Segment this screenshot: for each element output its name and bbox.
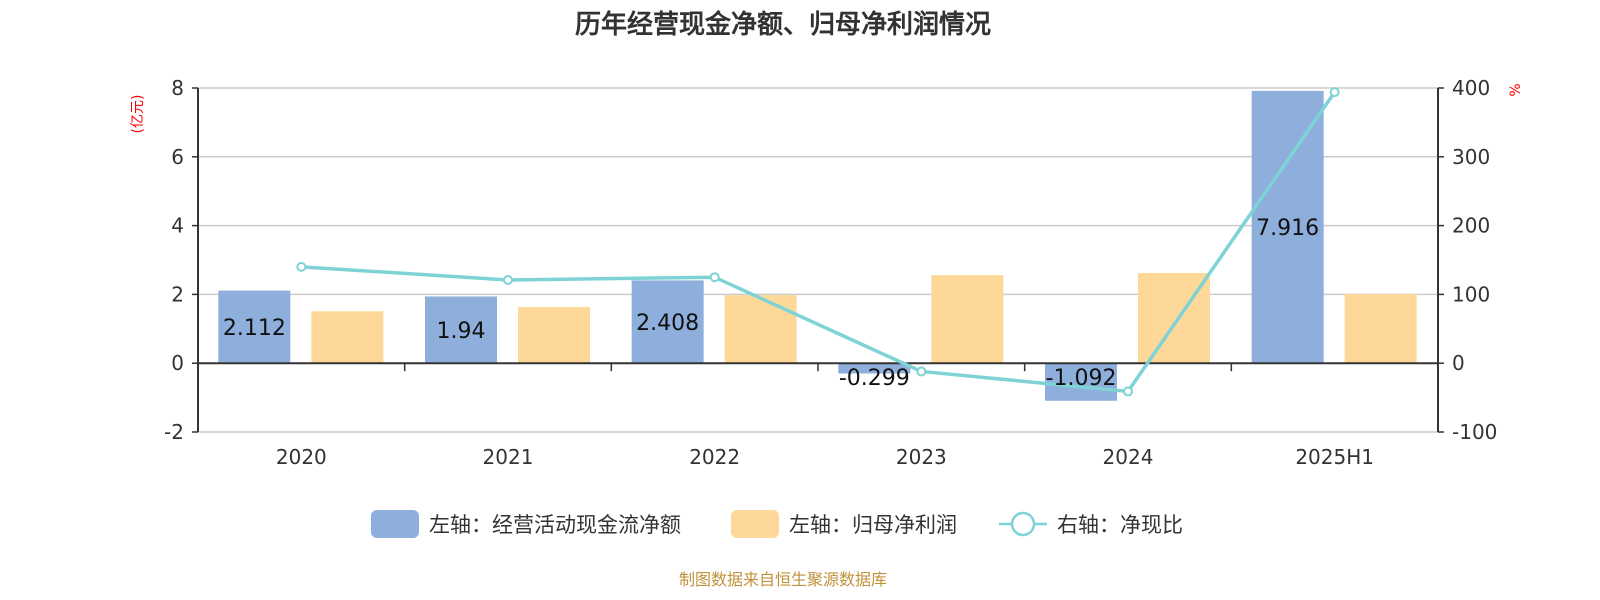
net-profit-bar[interactable] xyxy=(1344,294,1417,364)
legend-marker-icon xyxy=(1010,511,1036,537)
operating-cashflow-bar[interactable] xyxy=(425,296,497,364)
right-tick-label: 0 xyxy=(1452,351,1465,375)
chart-title: 历年经营现金净额、归母净利润情况 xyxy=(575,9,991,40)
x-category-label: 2021 xyxy=(483,445,534,469)
right-tick-label: 100 xyxy=(1452,282,1490,306)
legend-label: 左轴：归母净利润 xyxy=(789,513,957,537)
legend-item-1[interactable]: 左轴：归母净利润 xyxy=(731,510,957,538)
net-profit-bar[interactable] xyxy=(518,307,590,364)
x-category-label: 2025H1 xyxy=(1295,445,1374,469)
right-axis-unit: % xyxy=(1508,83,1524,96)
bar-series xyxy=(218,90,1417,401)
legend-label: 左轴：经营活动现金流净额 xyxy=(429,513,681,537)
left-tick-label: -2 xyxy=(164,420,184,444)
operating-cashflow-bar[interactable] xyxy=(1251,90,1324,364)
operating-cashflow-bar[interactable] xyxy=(1045,363,1117,401)
net-profit-bar[interactable] xyxy=(931,275,1004,364)
legend-label: 右轴：净现比 xyxy=(1057,513,1183,537)
right-tick-label: 200 xyxy=(1452,214,1490,238)
x-category-label: 2020 xyxy=(276,445,327,469)
bar-value-labels: 2.112 1.94 2.408 -0.299 -1.092 7.916 xyxy=(223,216,1319,391)
footer-source: 制图数据来自恒生聚源数据库 xyxy=(679,570,887,589)
ratio-line-series xyxy=(296,87,1340,397)
ratio-point-marker[interactable] xyxy=(709,272,720,283)
ratio-line xyxy=(301,91,1337,394)
operating-cashflow-bar[interactable] xyxy=(838,363,911,374)
legend-item-0[interactable]: 左轴：经营活动现金流净额 xyxy=(371,510,681,538)
net-profit-bar[interactable] xyxy=(311,311,384,364)
right-tick-label: 400 xyxy=(1452,76,1490,100)
operating-cashflow-bar[interactable] xyxy=(218,290,291,364)
left-tick-label: 0 xyxy=(171,351,184,375)
net-profit-bar[interactable] xyxy=(724,295,797,364)
bar-value-label: 1.94 xyxy=(437,319,486,344)
x-category-label: 2024 xyxy=(1103,445,1154,469)
operating-cashflow-bar[interactable] xyxy=(631,280,704,364)
ratio-point-marker[interactable] xyxy=(916,366,927,377)
ratio-point-marker[interactable] xyxy=(1123,386,1133,397)
bar-value-label: 7.916 xyxy=(1256,216,1319,241)
bar-value-label: -1.092 xyxy=(1046,366,1117,391)
right-tick-label: 300 xyxy=(1452,145,1490,169)
ratio-point-marker[interactable] xyxy=(503,274,513,285)
bar-value-label: -0.299 xyxy=(839,366,910,391)
legend-swatch-icon xyxy=(731,510,779,538)
left-tick-label: 2 xyxy=(171,282,184,306)
bar-value-label: 2.408 xyxy=(636,311,699,336)
ratio-point-marker[interactable] xyxy=(1329,87,1340,98)
left-tick-label: 6 xyxy=(171,145,184,169)
axes: 8 6 4 2 0 -2 400 300 200 100 0 -100 2020 2021 2022 2023… xyxy=(164,76,1497,469)
left-axis-unit: (亿元) xyxy=(130,95,146,134)
legend: 左轴：经营活动现金流净额 左轴：归母净利润 右轴：净现比 xyxy=(371,510,1183,538)
x-category-label: 2023 xyxy=(896,445,947,469)
ratio-point-marker[interactable] xyxy=(296,261,307,272)
bar-value-label: 2.112 xyxy=(223,316,286,341)
left-tick-label: 4 xyxy=(171,214,184,238)
x-category-label: 2022 xyxy=(689,445,740,469)
legend-swatch-icon xyxy=(371,510,419,538)
right-tick-label: -100 xyxy=(1452,420,1497,444)
left-tick-label: 8 xyxy=(171,76,184,100)
legend-item-2[interactable]: 右轴：净现比 xyxy=(999,511,1183,537)
